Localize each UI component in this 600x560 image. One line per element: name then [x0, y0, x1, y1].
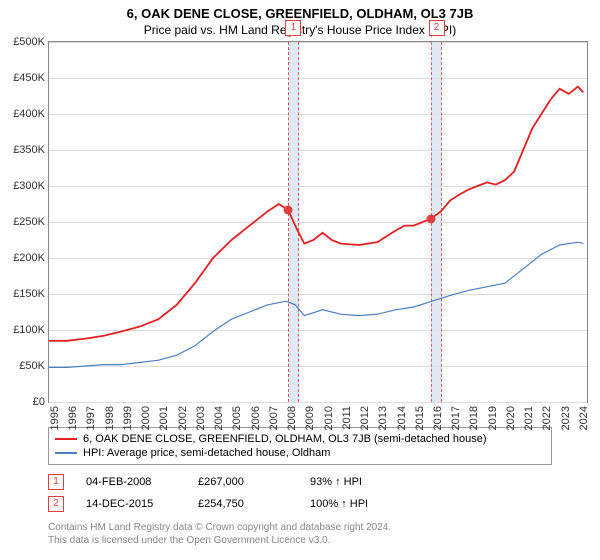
x-tick-label: 2020 — [505, 406, 517, 430]
band-marker: 2 — [429, 20, 445, 36]
series-property — [49, 87, 583, 341]
gridline — [49, 402, 587, 403]
x-tick-label: 2011 — [341, 406, 353, 430]
x-tick-label: 2024 — [578, 406, 590, 430]
x-tick-label: 2017 — [450, 406, 462, 430]
transaction-price: £267,000 — [198, 476, 288, 488]
x-tick-label: 2005 — [231, 406, 243, 430]
footer-line1: Contains HM Land Registry data © Crown c… — [48, 521, 552, 534]
x-tick-label: 2000 — [140, 406, 152, 430]
footer: Contains HM Land Registry data © Crown c… — [48, 521, 552, 547]
x-tick-label: 2019 — [487, 406, 499, 430]
transaction-row: 2 14-DEC-2015 £254,750 100% ↑ HPI — [48, 493, 552, 515]
transaction-dot — [427, 214, 436, 223]
x-tick-label: 2006 — [250, 406, 262, 430]
chart-svg — [49, 42, 587, 402]
x-tick-label: 2016 — [432, 406, 444, 430]
transaction-marker: 1 — [48, 474, 64, 490]
chart-area: £0£50K£100K£150K£200K£250K£300K£350K£400… — [48, 41, 588, 403]
transaction-date: 14-DEC-2015 — [86, 498, 176, 510]
legend-label: 6, OAK DENE CLOSE, GREENFIELD, OLDHAM, O… — [83, 433, 486, 445]
transaction-hpi: 100% ↑ HPI — [310, 498, 400, 510]
x-tick-label: 2012 — [359, 406, 371, 430]
figure: 6, OAK DENE CLOSE, GREENFIELD, OLDHAM, O… — [0, 0, 600, 560]
x-tick-label: 2004 — [213, 406, 225, 430]
y-tick-label: £450K — [13, 72, 45, 84]
x-tick-label: 2009 — [304, 406, 316, 430]
transaction-hpi: 93% ↑ HPI — [310, 476, 400, 488]
y-tick-label: £300K — [13, 180, 45, 192]
legend-swatch — [55, 438, 77, 440]
x-tick-label: 2023 — [560, 406, 572, 430]
transaction-marker: 2 — [48, 496, 64, 512]
transaction-row: 1 04-FEB-2008 £267,000 93% ↑ HPI — [48, 471, 552, 493]
transaction-dot — [283, 205, 292, 214]
x-tick-label: 2015 — [414, 406, 426, 430]
x-tick-label: 1997 — [85, 406, 97, 430]
series-hpi — [49, 242, 583, 367]
chart-title: 6, OAK DENE CLOSE, GREENFIELD, OLDHAM, O… — [0, 0, 600, 21]
x-tick-label: 2002 — [177, 406, 189, 430]
x-tick-label: 2008 — [286, 406, 298, 430]
x-tick-label: 2014 — [396, 406, 408, 430]
y-tick-label: £100K — [13, 324, 45, 336]
band-marker: 1 — [285, 20, 301, 36]
legend-label: HPI: Average price, semi-detached house,… — [83, 447, 330, 459]
transaction-price: £254,750 — [198, 498, 288, 510]
x-tick-label: 1999 — [122, 406, 134, 430]
y-tick-label: £200K — [13, 252, 45, 264]
x-tick-label: 1995 — [49, 406, 61, 430]
x-tick-label: 2010 — [323, 406, 335, 430]
x-tick-label: 2022 — [541, 406, 553, 430]
x-tick-label: 2001 — [158, 406, 170, 430]
x-tick-label: 2003 — [195, 406, 207, 430]
legend: 6, OAK DENE CLOSE, GREENFIELD, OLDHAM, O… — [48, 427, 552, 465]
x-tick-label: 2018 — [468, 406, 480, 430]
legend-row: 6, OAK DENE CLOSE, GREENFIELD, OLDHAM, O… — [55, 432, 545, 446]
x-tick-label: 1998 — [104, 406, 116, 430]
transactions-table: 1 04-FEB-2008 £267,000 93% ↑ HPI 2 14-DEC-201… — [48, 471, 552, 515]
x-tick-label: 2007 — [268, 406, 280, 430]
y-tick-label: £350K — [13, 144, 45, 156]
footer-line2: This data is licensed under the Open Gov… — [48, 534, 552, 547]
y-tick-label: £150K — [13, 288, 45, 300]
x-tick-label: 1996 — [67, 406, 79, 430]
legend-swatch — [55, 452, 77, 454]
y-tick-label: £400K — [13, 108, 45, 120]
transaction-date: 04-FEB-2008 — [86, 476, 176, 488]
x-tick-label: 2021 — [523, 406, 535, 430]
x-tick-label: 2013 — [377, 406, 389, 430]
y-tick-label: £50K — [19, 360, 45, 372]
y-tick-label: £250K — [13, 216, 45, 228]
y-tick-label: £500K — [13, 36, 45, 48]
y-tick-label: £0 — [33, 396, 45, 408]
legend-row: HPI: Average price, semi-detached house,… — [55, 446, 545, 460]
